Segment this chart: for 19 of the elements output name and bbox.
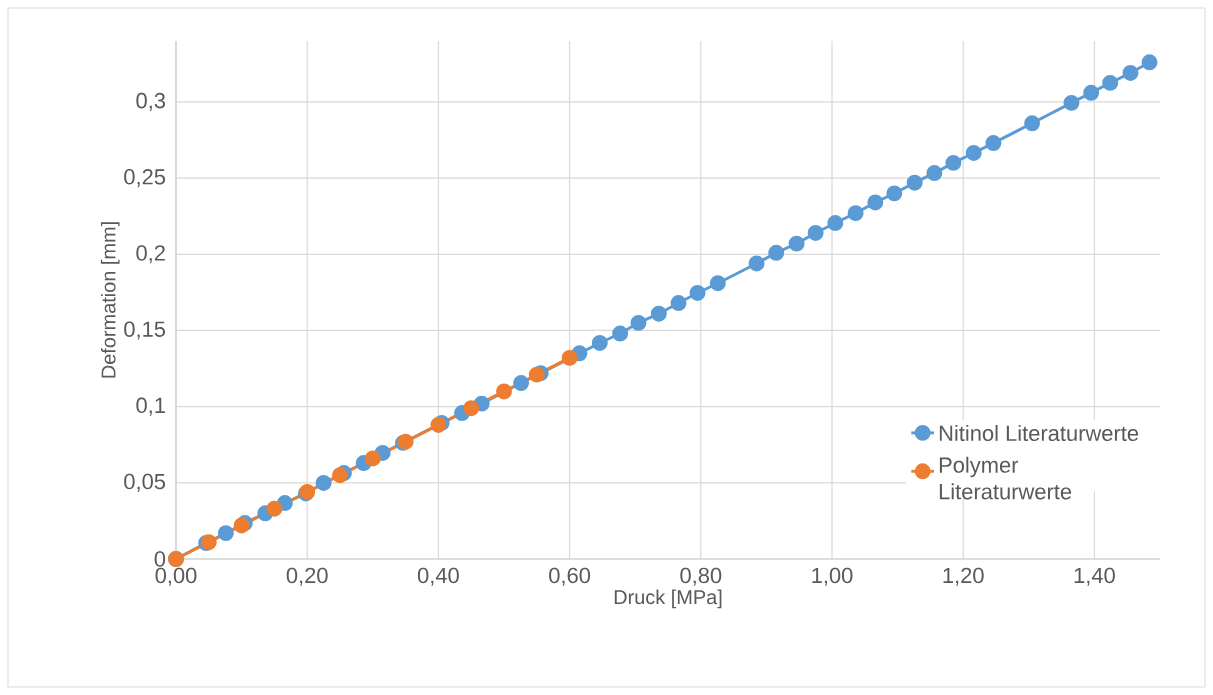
y-tick-label: 0,2 [136, 245, 165, 264]
legend-label: Polymer Literaturwerte [939, 456, 1072, 500]
x-axis-title: Druck [MPa] [614, 589, 722, 609]
x-tick-label: 1,00 [812, 567, 853, 586]
x-tick-label: 0,20 [286, 567, 328, 586]
y-tick-label: 0,25 [124, 169, 166, 188]
x-tick-label: 0,00 [155, 567, 197, 586]
x-tick-label: 0,40 [417, 567, 459, 586]
x-tick-label: 0,60 [549, 567, 591, 586]
y-tick-label: 0 [154, 551, 166, 567]
y-tick-label: 0,1 [136, 397, 165, 416]
x-tick-label: 0,80 [680, 567, 722, 586]
x-tick-label: 1,40 [1074, 567, 1115, 586]
y-tick-label: 0,05 [124, 473, 166, 492]
legend-label: Nitinol Literaturwerte [939, 425, 1139, 442]
x-tick-label: 1,20 [943, 567, 984, 586]
y-tick-label: 0,15 [124, 321, 166, 340]
y-tick-label: 0,3 [136, 92, 166, 111]
y-axis-title: Deformation [mm] [100, 222, 120, 378]
